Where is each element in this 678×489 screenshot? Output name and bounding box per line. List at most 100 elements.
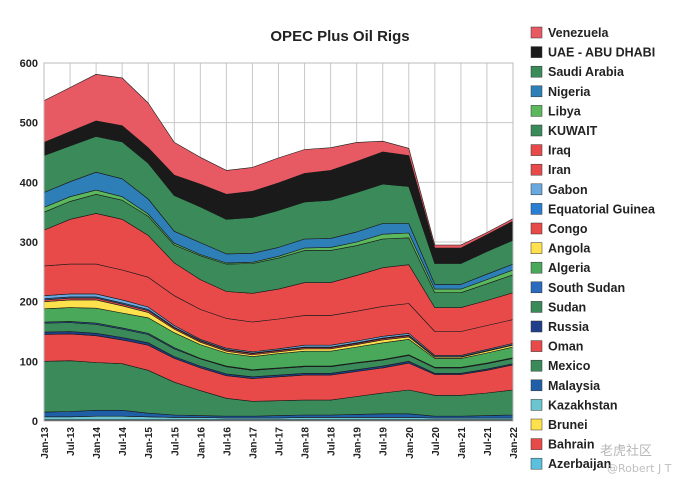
legend-item-bahrain: Bahrain xyxy=(530,438,595,452)
legend: Venezuela UAE - ABU DHABI Saudi Arabia Nige… xyxy=(530,26,656,471)
legend-item-angola: Angola xyxy=(530,242,591,256)
legend-item-kuwait: KUWAIT xyxy=(530,124,598,138)
x-tick-label: Jan-19 xyxy=(353,427,364,459)
legend-label: Iran xyxy=(548,163,571,177)
legend-swatch xyxy=(530,222,543,235)
legend-swatch xyxy=(530,242,543,254)
x-tick-label: Jul-14 xyxy=(118,427,129,456)
legend-label: Kazakhstan xyxy=(548,398,617,412)
legend-label: Saudi Arabia xyxy=(548,65,625,79)
legend-label: Mexico xyxy=(548,359,591,373)
legend-item-malaysia: Malaysia xyxy=(530,379,601,393)
legend-swatch xyxy=(530,301,543,313)
x-tick-label: Jan-14 xyxy=(92,427,103,459)
x-tick-label: Jan-20 xyxy=(405,427,416,459)
legend-item-nigeria: Nigeria xyxy=(530,85,591,99)
legend-label: UAE - ABU DHABI xyxy=(548,46,655,60)
legend-item-azerbaijan: Azerbaijan xyxy=(530,457,611,471)
x-axis-tick-labels: Jan-13 Jul-13 Jan-14 Jul-14 Jan-15 Jul-15 Jan-… xyxy=(40,427,520,459)
legend-swatch xyxy=(530,359,543,372)
legend-swatch xyxy=(530,340,543,352)
legend-item-iraq: Iraq xyxy=(530,144,571,158)
x-tick-label: Jul-13 xyxy=(66,427,77,456)
x-tick-label: Jan-18 xyxy=(301,427,312,459)
legend-label: Oman xyxy=(548,340,583,354)
legend-swatch xyxy=(530,65,543,78)
y-tick-label: 500 xyxy=(20,118,38,130)
legend-label: KUWAIT xyxy=(548,124,598,138)
y-tick-label: 0 xyxy=(32,416,38,428)
legend-swatch xyxy=(530,183,543,196)
x-tick-label: Jan-21 xyxy=(457,427,468,459)
x-tick-label: Jul-19 xyxy=(379,427,390,456)
y-tick-label: 400 xyxy=(20,177,38,189)
legend-label: Congo xyxy=(548,222,588,236)
legend-label: Equatorial Guinea xyxy=(548,202,656,216)
legend-label: Brunei xyxy=(548,418,588,432)
legend-item-sudan: Sudan xyxy=(530,300,586,314)
legend-item-mexico: Mexico xyxy=(530,359,591,373)
legend-label: Russia xyxy=(548,320,590,334)
legend-item-brunei: Brunei xyxy=(530,418,588,432)
watermark-subtext: @Robert J T xyxy=(607,462,672,475)
legend-item-oman: Oman xyxy=(530,340,583,354)
legend-label: Libya xyxy=(548,104,582,118)
plot-frame xyxy=(43,62,514,422)
x-tick-label: Jul-21 xyxy=(483,427,494,456)
legend-swatch xyxy=(530,281,543,294)
y-tick-label: 600 xyxy=(20,58,38,70)
y-tick-label: 200 xyxy=(20,297,38,309)
legend-item-kazakhstan: Kazakhstan xyxy=(530,398,617,412)
legend-swatch xyxy=(530,418,543,431)
legend-swatch xyxy=(530,85,543,98)
x-tick-label: Jan-22 xyxy=(509,427,520,459)
legend-swatch xyxy=(530,46,543,58)
legend-item-equatorial-guinea: Equatorial Guinea xyxy=(530,202,656,216)
legend-item-venezuela: Venezuela xyxy=(530,26,609,40)
legend-swatch xyxy=(530,379,543,392)
area-series-group xyxy=(43,74,514,422)
legend-label: Sudan xyxy=(548,300,586,314)
legend-item-south-sudan: South Sudan xyxy=(530,281,625,295)
legend-swatch xyxy=(530,438,543,450)
legend-swatch xyxy=(530,261,543,274)
legend-label: South Sudan xyxy=(548,281,625,295)
legend-swatch xyxy=(530,144,543,156)
legend-item-saudi-arabia: Saudi Arabia xyxy=(530,65,625,79)
legend-label: Azerbaijan xyxy=(548,457,611,471)
legend-item-iran: Iran xyxy=(530,163,571,177)
x-tick-label: Jul-16 xyxy=(222,427,233,456)
watermark: 老虎社区 @Robert J T xyxy=(600,443,672,475)
legend-label: Bahrain xyxy=(548,438,595,452)
x-tick-label: Jan-17 xyxy=(248,427,259,459)
x-tick-label: Jul-15 xyxy=(170,427,181,456)
y-tick-label: 300 xyxy=(20,237,38,249)
chart-title: OPEC Plus Oil Rigs xyxy=(270,28,409,45)
watermark-text: 老虎社区 xyxy=(600,443,652,459)
legend-swatch xyxy=(530,203,543,215)
legend-item-russia: Russia xyxy=(530,320,590,334)
legend-label: Nigeria xyxy=(548,85,591,99)
y-axis-tick-labels: 0 100 200 300 400 500 600 xyxy=(20,58,38,428)
legend-swatch xyxy=(530,124,543,137)
legend-swatch xyxy=(530,320,543,333)
x-tick-label: Jan-13 xyxy=(40,427,51,459)
x-tick-label: Jul-18 xyxy=(327,427,338,456)
legend-item-congo: Congo xyxy=(530,222,588,236)
legend-item-gabon: Gabon xyxy=(530,183,588,197)
legend-label: Gabon xyxy=(548,183,588,197)
legend-item-uae-abu-dhabi: UAE - ABU DHABI xyxy=(530,46,655,60)
x-tick-label: Jul-20 xyxy=(431,427,442,456)
legend-label: Venezuela xyxy=(548,26,609,40)
legend-label: Algeria xyxy=(548,261,591,275)
y-tick-label: 100 xyxy=(20,356,38,368)
x-tick-label: Jul-17 xyxy=(275,427,286,456)
legend-label: Iraq xyxy=(548,144,571,158)
legend-label: Malaysia xyxy=(548,379,601,393)
legend-swatch xyxy=(530,26,543,39)
legend-item-libya: Libya xyxy=(530,104,582,118)
legend-label: Angola xyxy=(548,242,591,256)
legend-item-algeria: Algeria xyxy=(530,261,591,275)
